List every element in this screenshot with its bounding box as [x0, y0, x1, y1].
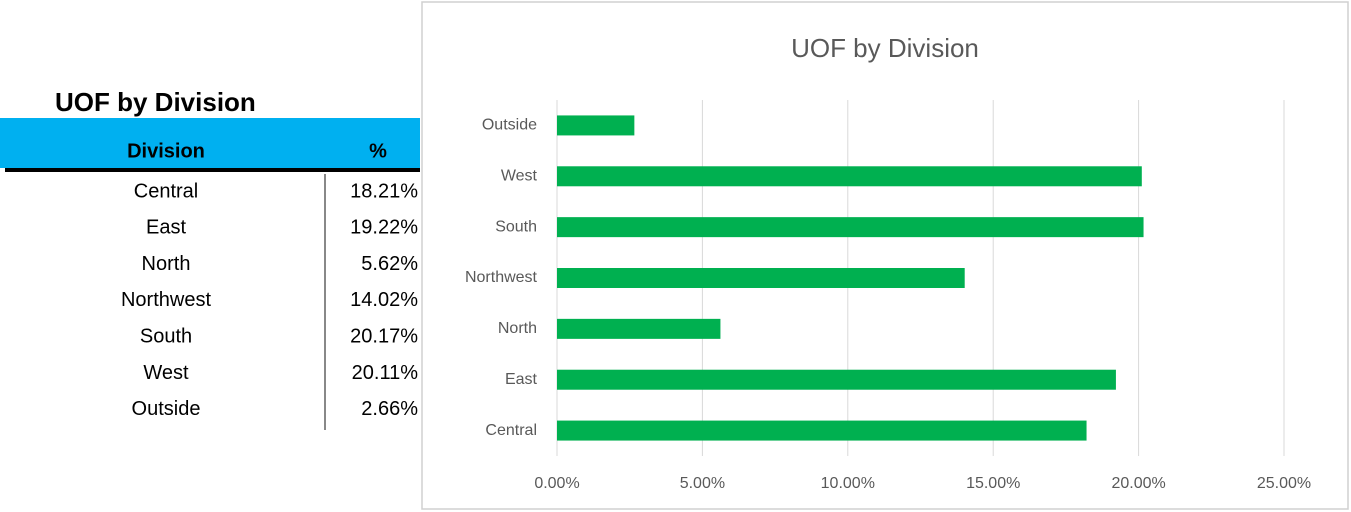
percent-cell: 14.02% [350, 289, 418, 311]
bar [557, 166, 1142, 187]
y-tick-label: Northwest [465, 269, 538, 286]
table-header: Division [127, 140, 205, 162]
x-tick-label: 5.00% [680, 475, 725, 492]
table-title: UOF by Division [55, 87, 256, 117]
division-cell: West [143, 362, 189, 384]
bar [557, 217, 1144, 238]
bar [557, 369, 1116, 390]
percent-cell: 18.21% [350, 180, 418, 202]
y-tick-label: Central [485, 422, 537, 439]
bar [557, 318, 721, 339]
y-tick-label: South [495, 218, 537, 235]
bar [557, 268, 965, 288]
division-cell: South [140, 325, 192, 347]
table-header: % [369, 140, 387, 162]
percent-cell: 20.17% [350, 325, 418, 347]
bar [557, 115, 635, 136]
division-cell: Outside [132, 398, 201, 420]
table-header-band [0, 118, 420, 168]
x-tick-label: 10.00% [821, 475, 875, 492]
division-cell: North [142, 253, 191, 275]
x-tick-label: 15.00% [966, 475, 1020, 492]
percent-cell: 19.22% [350, 217, 418, 239]
division-cell: Northwest [121, 289, 211, 311]
bar [557, 420, 1087, 441]
division-cell: Central [134, 180, 198, 202]
y-tick-label: North [498, 320, 537, 337]
y-tick-label: West [501, 168, 538, 185]
y-tick-label: East [505, 371, 538, 388]
division-cell: East [146, 217, 186, 239]
y-tick-label: Outside [482, 117, 537, 134]
percent-cell: 5.62% [361, 253, 418, 275]
x-tick-label: 20.00% [1111, 475, 1165, 492]
chart-title: UOF by Division [791, 33, 979, 63]
x-tick-label: 25.00% [1257, 475, 1311, 492]
percent-cell: 20.11% [352, 362, 419, 384]
percent-cell: 2.66% [361, 398, 418, 420]
x-tick-label: 0.00% [534, 475, 579, 492]
chart-frame [421, 1, 1349, 510]
